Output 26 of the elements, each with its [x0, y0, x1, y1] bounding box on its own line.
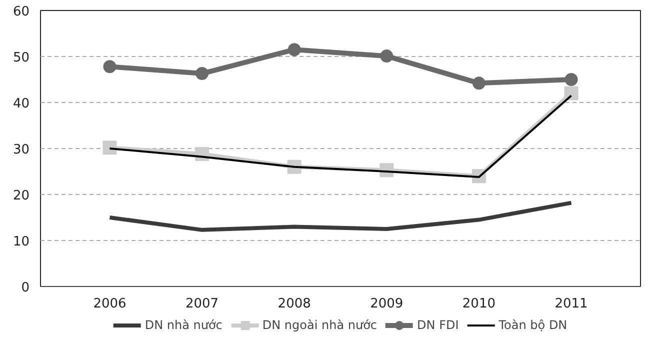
point: [288, 43, 301, 56]
point: [103, 60, 116, 74]
x-tick-label: 2009: [370, 296, 404, 312]
y-tick-label: 10: [12, 234, 30, 250]
x-tick-label: 2007: [185, 296, 219, 312]
point: [196, 67, 209, 80]
x-tick-label: 2008: [278, 296, 311, 312]
legend-label: Toàn bộ DN: [498, 318, 568, 332]
point: [564, 86, 578, 100]
legend-label: DN FDI: [417, 318, 459, 332]
point: [380, 50, 394, 63]
x-tick-label: 2006: [93, 296, 126, 312]
legend-label: DN nhà nước: [144, 318, 222, 332]
point: [472, 76, 486, 90]
y-tick-label: 60: [12, 4, 30, 20]
y-tick-label: 0: [21, 280, 30, 296]
x-tick-label: 2010: [462, 296, 496, 312]
y-tick-label: 20: [12, 188, 30, 204]
point: [564, 73, 578, 86]
legend-label: DN ngoài nhà nước: [262, 318, 378, 332]
x-tick-label: 2011: [554, 296, 588, 312]
y-tick-label: 40: [12, 96, 30, 112]
point: [102, 140, 117, 155]
y-tick-label: 30: [12, 142, 30, 158]
line-series: [108, 200, 574, 232]
y-tick-label: 50: [12, 50, 30, 66]
